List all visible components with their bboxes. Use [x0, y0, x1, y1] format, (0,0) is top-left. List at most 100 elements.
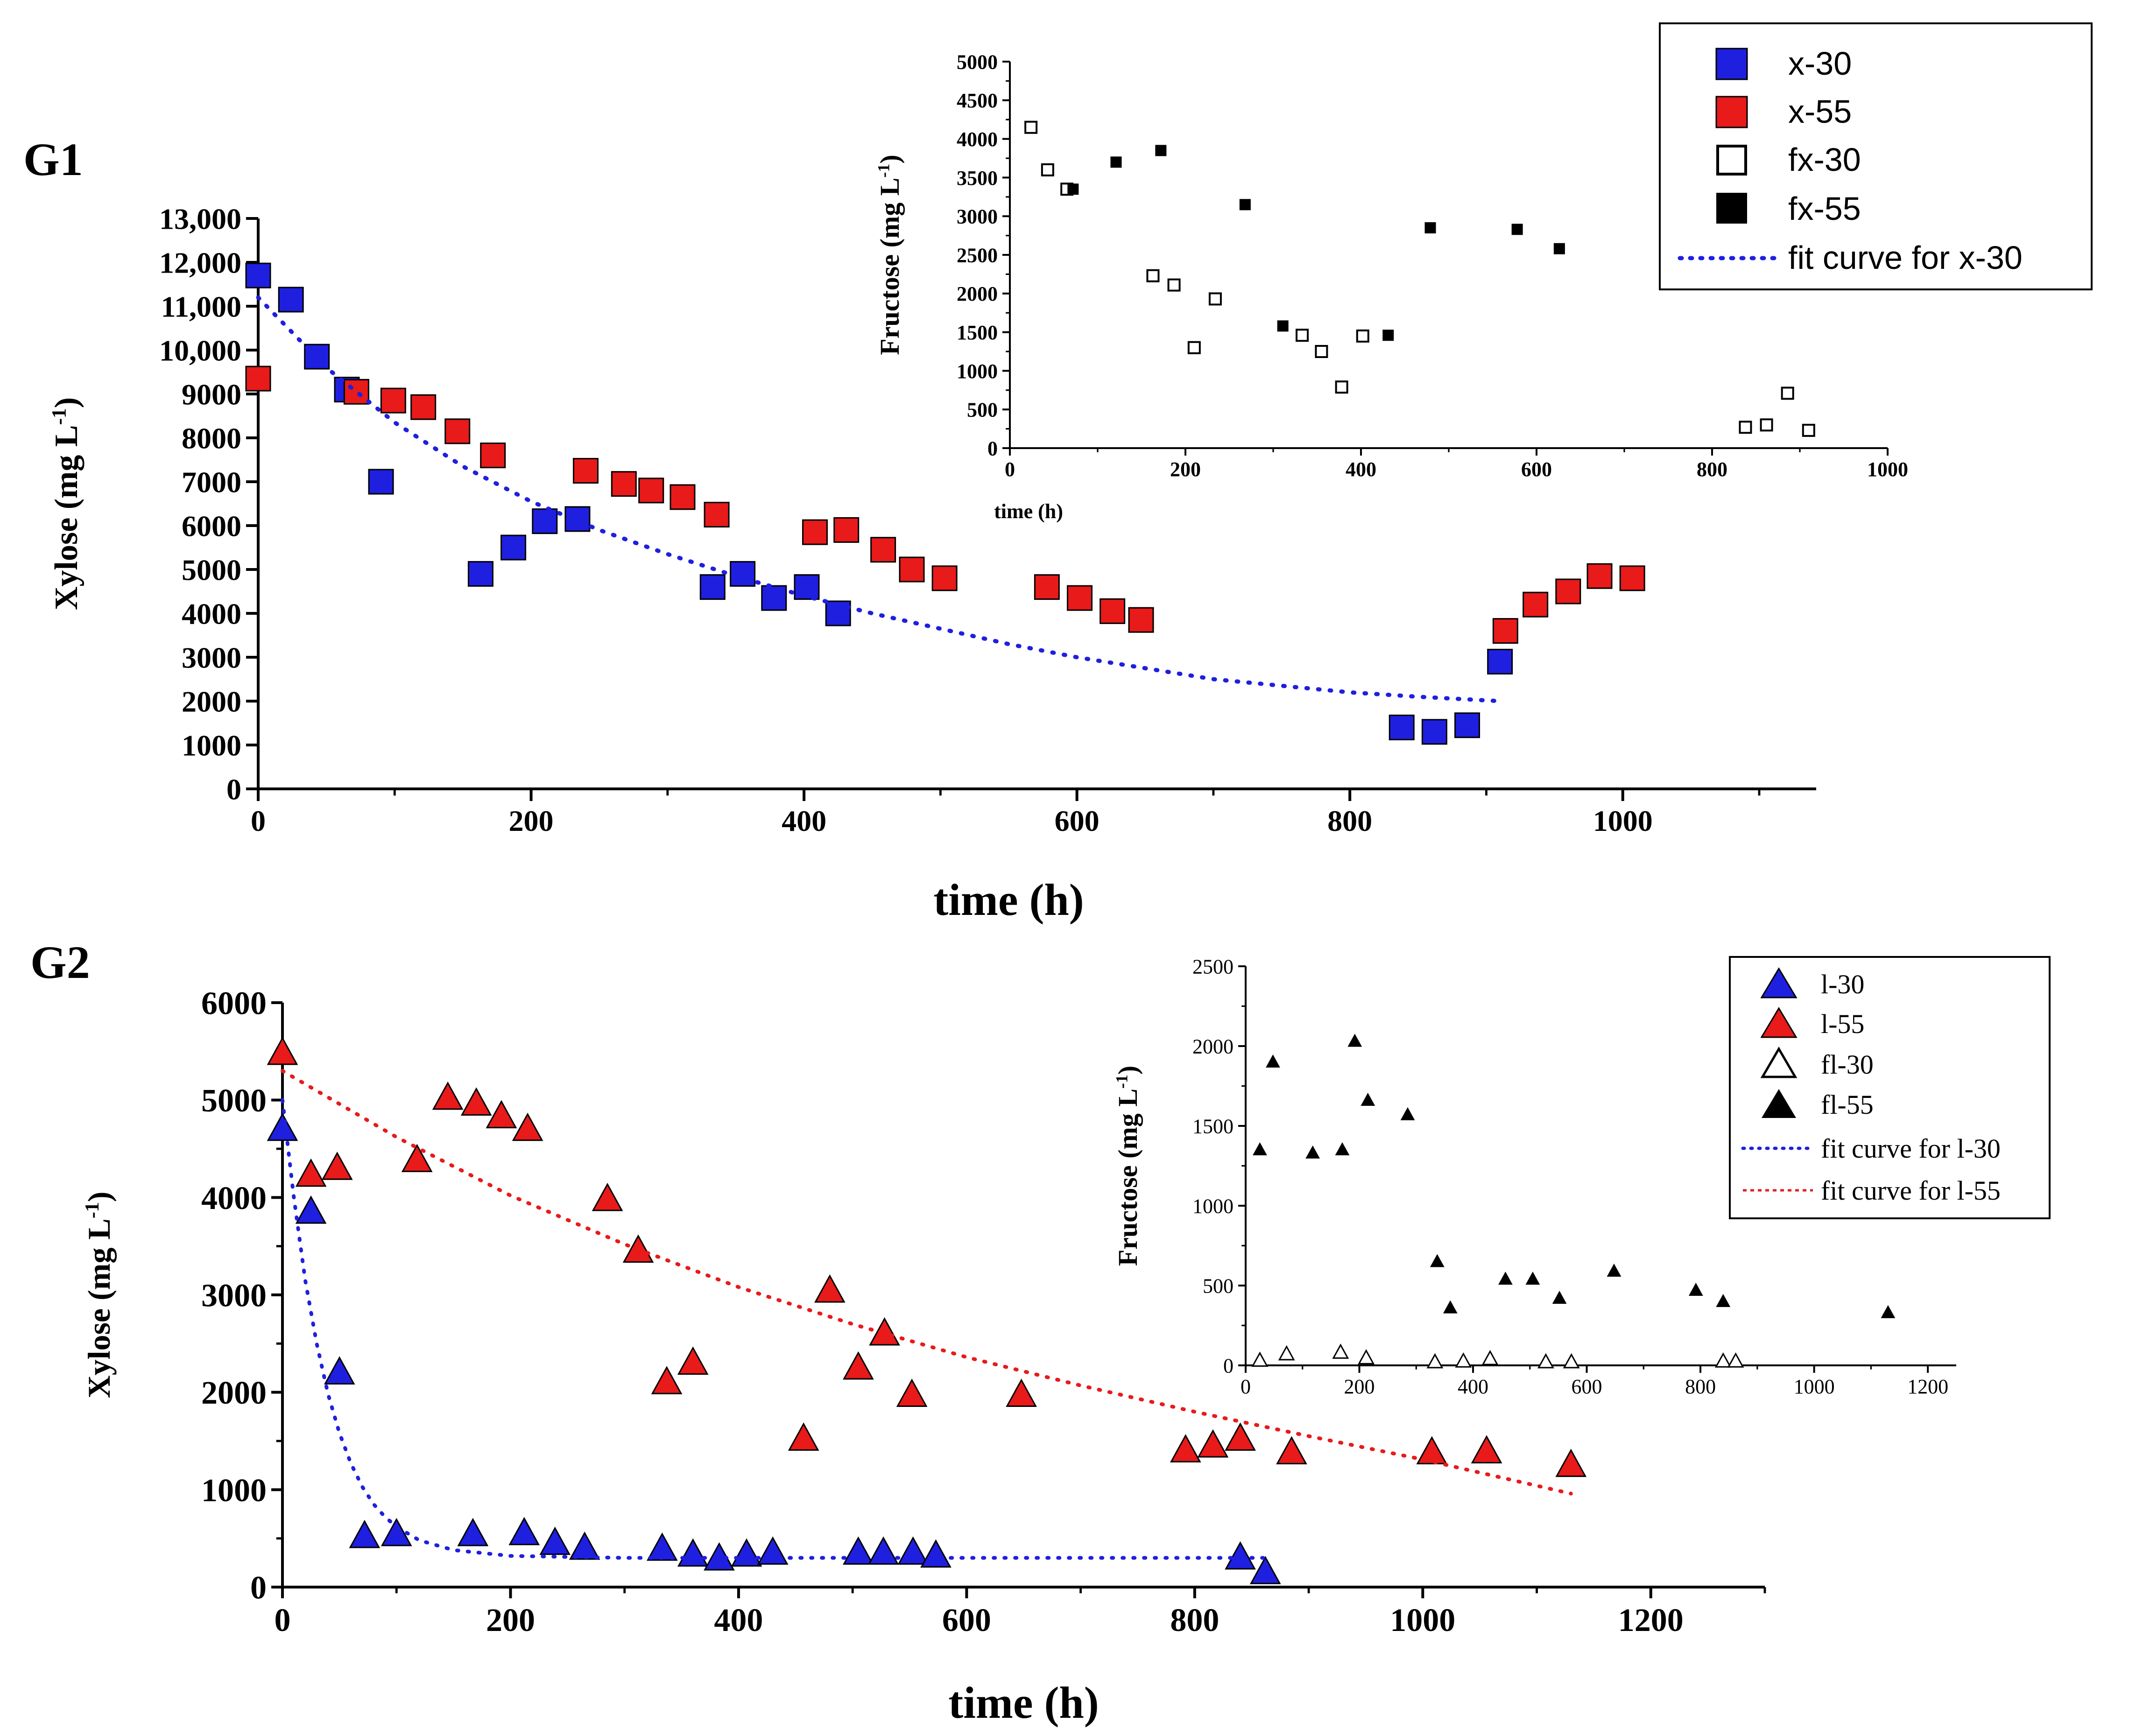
g2-main-y-label: Xylose (mg L-1): [81, 1191, 117, 1398]
g2-main-ytick-label: 4000: [201, 1181, 267, 1216]
g1-inset-point-fx-55: [1382, 330, 1394, 341]
g2-main-point-l-55: [1471, 1435, 1502, 1463]
g2-main-point-l-30: [381, 1518, 412, 1546]
legend-label-x-30: x-30: [1788, 45, 1852, 82]
g1-inset-point-fx-30: [1146, 269, 1160, 282]
g1-inset-fructose-y-label: Fructose (mg L-1): [874, 155, 905, 355]
g1-inset-point-fx-30: [1041, 163, 1054, 176]
g1-main-ytick-label: 9000: [182, 378, 241, 411]
g1-main-point-x-30: [532, 508, 558, 534]
panel-label-g1: G1: [23, 134, 83, 185]
g1-main-xtick-label: 800: [1327, 804, 1372, 837]
g2-main-point-l-30: [295, 1195, 327, 1224]
g2-main-point-l-55: [869, 1317, 900, 1346]
g2-main-point-l-30: [843, 1536, 874, 1565]
g2-inset-chart: 0 500 1000 1500 2000 2500 0 200 400 600 800 1000 120…: [1113, 955, 1956, 1398]
g2-main-point-l-55: [651, 1366, 683, 1394]
g1-inset-point-fx-30: [1024, 120, 1038, 134]
g2-inset-point-fl-30: [1537, 1353, 1554, 1369]
g2-main-point-l-30: [867, 1536, 899, 1565]
g1-main-point-x-55: [833, 517, 860, 543]
g1-main-point-x-55: [380, 387, 406, 414]
legend-g2-frame: [1729, 956, 2051, 1219]
g1-inset-xtick-label: 800: [1697, 458, 1727, 481]
g1-main-point-x-30: [1389, 714, 1415, 740]
g2-inset-point-fl-55: [1498, 1272, 1513, 1285]
g1-main-point-x-55: [899, 556, 925, 583]
g2-main-xtick-label: 1200: [1618, 1602, 1684, 1638]
g2-inset-point-fl-30: [1358, 1349, 1375, 1364]
g1-main-point-x-55: [802, 519, 828, 545]
g1-main-xtick-label: 400: [782, 804, 826, 837]
g1-main-y-label: Xylose (mg L-1): [48, 397, 85, 610]
g2-main-point-l-30: [757, 1536, 789, 1565]
g1-inset-xtick-label: 0: [1005, 458, 1015, 481]
g2-inset-xtick-label: 200: [1344, 1375, 1375, 1398]
g2-inset-point-fl-30: [1426, 1353, 1444, 1369]
legend-label-fl-55: fl-55: [1821, 1089, 1874, 1120]
g2-inset-point-fl-30: [1455, 1352, 1472, 1368]
g2-inset-point-fl-55: [1716, 1293, 1731, 1307]
g2-main-ytick-label: 1000: [201, 1473, 267, 1509]
g1-main-point-x-30: [730, 561, 756, 587]
g1-main-series-fit-curve-for-x-30: [256, 295, 1502, 703]
g1-inset-point-fx-30: [1208, 292, 1222, 306]
legend-marker-x-30: [1715, 48, 1748, 80]
legend-label-fit-x-30: fit curve for x-30: [1788, 239, 2023, 276]
g1-main-ytick-label: 1000: [182, 729, 241, 762]
g2-inset-point-fl-55: [1266, 1054, 1280, 1068]
g1-main-point-x-55: [1492, 618, 1518, 644]
g2-main-point-l-55: [1225, 1422, 1256, 1451]
g2-main-point-l-55: [295, 1158, 327, 1187]
g2-main-point-l-55: [814, 1274, 846, 1303]
g2-main-ytick-label: 0: [250, 1570, 267, 1606]
g1-main-ytick-label: 2000: [182, 685, 241, 718]
g2-main-point-l-55: [1416, 1436, 1448, 1465]
g1-inset-point-fx-30: [1296, 329, 1309, 342]
g1-inset-ytick-label: 1000: [957, 360, 998, 383]
legend-marker-l-30: [1760, 967, 1798, 998]
g1-inset-ytick-label: 0: [987, 437, 998, 460]
g2-main-point-l-30: [1225, 1541, 1256, 1570]
legend-label-fl-30: fl-30: [1821, 1049, 1874, 1080]
g2-inset-xtick-label: 1000: [1794, 1375, 1835, 1398]
g2-inset-point-fl-30: [1563, 1353, 1580, 1369]
legend-label-x-55: x-55: [1788, 93, 1852, 130]
g1-main-point-x-55: [1523, 591, 1549, 618]
g2-main-series-fit-curve-for-l-55: [281, 1069, 1573, 1496]
g2-main-point-l-55: [843, 1351, 874, 1380]
g2-inset-xtick-label: 400: [1458, 1375, 1488, 1398]
g2-main-point-l-55: [460, 1087, 492, 1116]
g2-inset-point-fl-55: [1688, 1283, 1703, 1296]
g2-inset-point-fl-55: [1552, 1291, 1567, 1304]
g1-inset-ytick-label: 1500: [957, 321, 998, 344]
g1-main-ytick-label: 6000: [182, 509, 241, 542]
panel-label-g2: G2: [30, 936, 90, 988]
g2-main-xtick-label: 0: [275, 1602, 291, 1638]
legend-marker-x-55: [1715, 96, 1748, 128]
g1-inset-point-fx-30: [1802, 423, 1815, 437]
legend-label-fx-55: fx-55: [1788, 190, 1861, 227]
g2-inset-ytick-label: 2000: [1192, 1035, 1234, 1058]
g1-main-ytick-label: 0: [226, 773, 241, 806]
g1-inset-point-fx-55: [1424, 222, 1436, 234]
g2-main-point-l-30: [1249, 1556, 1281, 1584]
g1-main-point-x-30: [245, 262, 271, 288]
g1-inset-point-fx-55: [1067, 183, 1079, 195]
g1-main-point-x-30: [278, 287, 304, 313]
g1-main-point-x-55: [1586, 563, 1613, 589]
g1-inset-point-fx-30: [1356, 329, 1369, 343]
g1-main-point-x-55: [611, 471, 637, 497]
legend-g2: l-30 l-55 fl-30 fl-55 fit curve for l-30…: [1729, 956, 2051, 1219]
g1-inset-point-fx-30: [1781, 387, 1794, 400]
g2-main-point-l-30: [677, 1538, 709, 1567]
g1-main-ytick-label: 3000: [182, 641, 241, 674]
legend-marker-fx-55: [1716, 193, 1747, 224]
g1-main-ytick-label: 12,000: [159, 246, 241, 279]
g2-main-point-l-55: [677, 1346, 709, 1375]
g1-inset-x-label: time (h): [994, 500, 1063, 523]
g2-inset-point-fl-55: [1881, 1305, 1896, 1318]
legend-label-fit-l-55: fit curve for l-55: [1821, 1175, 2001, 1206]
g1-main-point-x-55: [343, 379, 369, 405]
